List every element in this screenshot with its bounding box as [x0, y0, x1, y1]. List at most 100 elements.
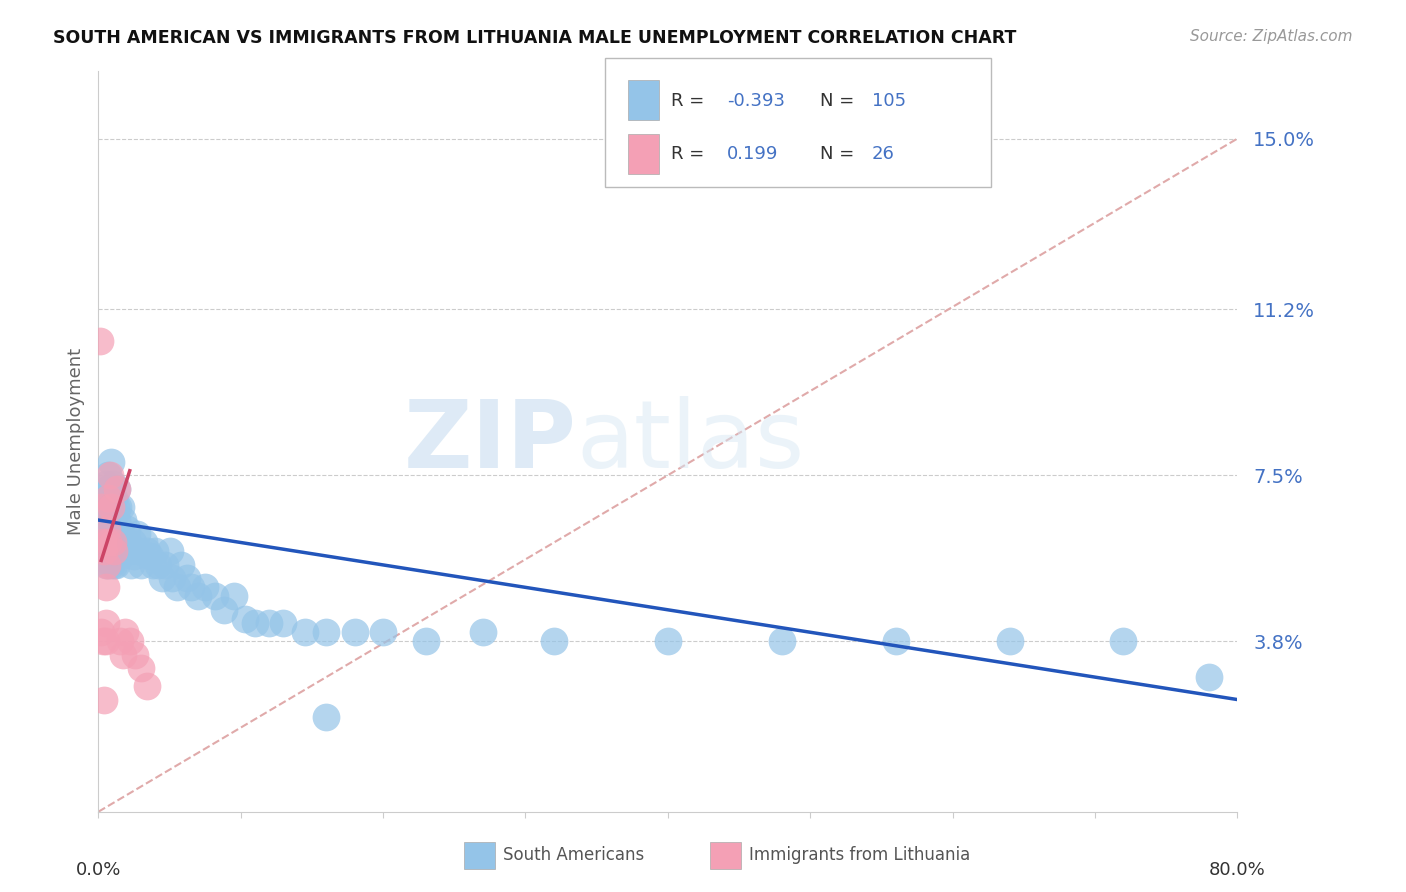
Point [101, 535, 124, 549]
Point [180, 580, 202, 594]
Point [111, 513, 134, 527]
Point [97, 468, 120, 483]
Point [120, 558, 142, 572]
Point [657, 634, 679, 648]
Point [170, 558, 193, 572]
Point [212, 603, 235, 617]
Point [100, 558, 122, 572]
Point [141, 558, 163, 572]
Point [121, 535, 143, 549]
Point [91, 535, 114, 549]
Point [152, 571, 174, 585]
Text: SOUTH AMERICAN VS IMMIGRANTS FROM LITHUANIA MALE UNEMPLOYMENT CORRELATION CHART: SOUTH AMERICAN VS IMMIGRANTS FROM LITHUA… [53, 29, 1017, 46]
Point [415, 634, 437, 648]
Point [94, 558, 117, 572]
Point [148, 558, 170, 572]
Point [101, 513, 124, 527]
Point [103, 544, 125, 558]
Point [543, 634, 565, 648]
Point [315, 710, 337, 724]
Point [108, 535, 131, 549]
Point [94, 526, 117, 541]
Text: Source: ZipAtlas.com: Source: ZipAtlas.com [1189, 29, 1353, 44]
Text: 105: 105 [872, 92, 905, 110]
Point [96, 500, 118, 514]
Point [94, 580, 117, 594]
Point [104, 522, 127, 536]
Point [93, 522, 115, 536]
Point [124, 648, 146, 662]
Text: South Americans: South Americans [503, 847, 644, 864]
Point [103, 558, 125, 572]
Point [98, 482, 121, 496]
Point [110, 526, 132, 541]
Text: 80.0%: 80.0% [1209, 861, 1265, 880]
Text: ZIP: ZIP [404, 395, 576, 488]
Point [101, 500, 124, 514]
Point [100, 455, 122, 469]
Point [98, 468, 121, 483]
Text: atlas: atlas [576, 395, 806, 488]
Text: Immigrants from Lithuania: Immigrants from Lithuania [749, 847, 970, 864]
Point [233, 612, 256, 626]
Point [90, 500, 112, 514]
Point [110, 500, 132, 514]
Point [100, 500, 122, 514]
Point [127, 544, 149, 558]
Text: R =: R = [671, 92, 710, 110]
Point [100, 544, 122, 558]
Point [105, 544, 128, 558]
Point [111, 648, 134, 662]
Point [194, 580, 217, 594]
Point [98, 544, 121, 558]
Point [117, 535, 139, 549]
Point [90, 625, 112, 640]
Point [97, 535, 120, 549]
Point [97, 540, 120, 554]
Point [94, 634, 117, 648]
Point [273, 616, 295, 631]
Point [94, 616, 117, 631]
Point [125, 526, 148, 541]
Point [94, 540, 117, 554]
Point [96, 544, 118, 558]
Point [103, 544, 125, 558]
Point [97, 491, 120, 505]
Point [105, 482, 128, 496]
Point [155, 558, 177, 572]
Point [97, 558, 120, 572]
Text: N =: N = [820, 92, 859, 110]
Point [91, 634, 114, 648]
Text: R =: R = [671, 145, 710, 163]
Point [166, 580, 188, 594]
Point [101, 477, 124, 491]
Point [96, 482, 118, 496]
Point [96, 558, 118, 572]
Point [105, 482, 128, 496]
Point [187, 590, 209, 604]
Point [114, 544, 136, 558]
Point [98, 553, 121, 567]
Point [122, 549, 145, 563]
Point [93, 692, 115, 706]
Point [138, 549, 160, 563]
Point [112, 535, 135, 549]
Point [118, 544, 141, 558]
Point [243, 616, 266, 631]
Point [204, 590, 226, 604]
Point [294, 625, 316, 640]
Point [96, 553, 118, 567]
Point [89, 334, 111, 348]
Point [104, 558, 127, 572]
Point [129, 661, 152, 675]
Text: 0.199: 0.199 [727, 145, 779, 163]
Point [100, 522, 122, 536]
Point [101, 549, 124, 563]
Point [97, 491, 120, 505]
Point [93, 544, 115, 558]
Text: N =: N = [820, 145, 859, 163]
Y-axis label: Male Unemployment: Male Unemployment [66, 348, 84, 535]
Point [104, 544, 127, 558]
Point [998, 634, 1021, 648]
Point [108, 634, 131, 648]
